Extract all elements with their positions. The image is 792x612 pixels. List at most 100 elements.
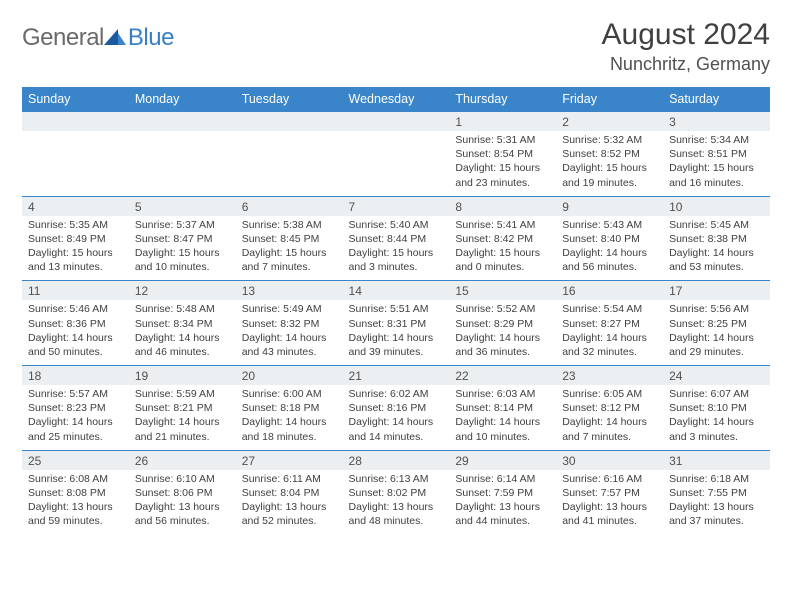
day-number: 6 [236, 196, 343, 216]
day-header: Thursday [449, 87, 556, 112]
day-number: 29 [449, 450, 556, 470]
day-cell: Sunrise: 6:00 AMSunset: 8:18 PMDaylight:… [236, 385, 343, 450]
sunrise: Sunrise: 5:38 AM [242, 218, 337, 232]
daylight: Daylight: 14 hours [349, 415, 444, 429]
sunrise: Sunrise: 6:02 AM [349, 387, 444, 401]
logo-text-general: General [22, 24, 104, 52]
day-cell [343, 131, 450, 196]
day-number: 22 [449, 366, 556, 386]
sunset: Sunset: 8:54 PM [455, 147, 550, 161]
day-cell: Sunrise: 5:57 AMSunset: 8:23 PMDaylight:… [22, 385, 129, 450]
day-cell: Sunrise: 5:41 AMSunset: 8:42 PMDaylight:… [449, 216, 556, 281]
sunset: Sunset: 8:40 PM [562, 232, 657, 246]
day-number: 15 [449, 281, 556, 301]
day-number: 17 [663, 281, 770, 301]
sunset: Sunset: 8:49 PM [28, 232, 123, 246]
day-number: 2 [556, 112, 663, 132]
daylight: Daylight: 14 hours [669, 415, 764, 429]
day-number: 12 [129, 281, 236, 301]
daylight: and 53 minutes. [669, 260, 764, 274]
day-number: 25 [22, 450, 129, 470]
day-cell: Sunrise: 6:02 AMSunset: 8:16 PMDaylight:… [343, 385, 450, 450]
content-row: Sunrise: 5:31 AMSunset: 8:54 PM Daylight:… [22, 131, 770, 196]
sunset: Sunset: 8:36 PM [28, 317, 123, 331]
day-cell: Sunrise: 5:54 AMSunset: 8:27 PMDaylight:… [556, 300, 663, 365]
sunrise: Sunrise: 5:56 AM [669, 302, 764, 316]
sunset: Sunset: 8:14 PM [455, 401, 550, 415]
day-cell: Sunrise: 5:45 AMSunset: 8:38 PMDaylight:… [663, 216, 770, 281]
daylight: Daylight: 15 hours [562, 161, 657, 175]
daylight: and 36 minutes. [455, 345, 550, 359]
daylight: and 23 minutes. [455, 176, 550, 190]
day-cell: Sunrise: 6:03 AMSunset: 8:14 PMDaylight:… [449, 385, 556, 450]
day-number: 9 [556, 196, 663, 216]
daylight: and 43 minutes. [242, 345, 337, 359]
daylight: Daylight: 14 hours [455, 415, 550, 429]
day-number [22, 112, 129, 132]
daylight: Daylight: 15 hours [135, 246, 230, 260]
daylight: and 18 minutes. [242, 430, 337, 444]
daylight: and 0 minutes. [455, 260, 550, 274]
daylight: and 29 minutes. [669, 345, 764, 359]
daylight: and 3 minutes. [669, 430, 764, 444]
day-header: Tuesday [236, 87, 343, 112]
header: General Blue August 2024 Nunchritz, Germ… [22, 18, 770, 75]
sunset: Sunset: 8:45 PM [242, 232, 337, 246]
daylight: and 32 minutes. [562, 345, 657, 359]
daylight: Daylight: 14 hours [562, 415, 657, 429]
day-number [236, 112, 343, 132]
sunrise: Sunrise: 5:34 AM [669, 133, 764, 147]
daylight: Daylight: 14 hours [242, 331, 337, 345]
day-cell [236, 131, 343, 196]
day-cell: Sunrise: 6:13 AMSunset: 8:02 PMDaylight:… [343, 470, 450, 535]
sunset: Sunset: 8:32 PM [242, 317, 337, 331]
sunrise: Sunrise: 6:13 AM [349, 472, 444, 486]
daylight: and 19 minutes. [562, 176, 657, 190]
daylight: and 59 minutes. [28, 514, 123, 528]
sunset: Sunset: 8:52 PM [562, 147, 657, 161]
sunrise: Sunrise: 6:08 AM [28, 472, 123, 486]
sunset: Sunset: 8:21 PM [135, 401, 230, 415]
daylight: and 10 minutes. [455, 430, 550, 444]
sunset: Sunset: 8:02 PM [349, 486, 444, 500]
sunrise: Sunrise: 5:49 AM [242, 302, 337, 316]
sunset: Sunset: 8:16 PM [349, 401, 444, 415]
day-number: 19 [129, 366, 236, 386]
sunset: Sunset: 8:25 PM [669, 317, 764, 331]
daylight: Daylight: 14 hours [135, 415, 230, 429]
day-number: 4 [22, 196, 129, 216]
daylight: and 44 minutes. [455, 514, 550, 528]
content-row: Sunrise: 6:08 AMSunset: 8:08 PMDaylight:… [22, 470, 770, 535]
day-number: 31 [663, 450, 770, 470]
day-cell: Sunrise: 5:48 AMSunset: 8:34 PMDaylight:… [129, 300, 236, 365]
day-cell: Sunrise: 5:56 AMSunset: 8:25 PMDaylight:… [663, 300, 770, 365]
day-cell: Sunrise: 6:14 AMSunset: 7:59 PMDaylight:… [449, 470, 556, 535]
sunset: Sunset: 8:04 PM [242, 486, 337, 500]
day-number: 26 [129, 450, 236, 470]
content-row: Sunrise: 5:35 AMSunset: 8:49 PM Daylight:… [22, 216, 770, 281]
sunset: Sunset: 8:31 PM [349, 317, 444, 331]
sunset: Sunset: 8:47 PM [135, 232, 230, 246]
sunrise: Sunrise: 5:32 AM [562, 133, 657, 147]
sunrise: Sunrise: 6:11 AM [242, 472, 337, 486]
day-number: 13 [236, 281, 343, 301]
sunrise: Sunrise: 5:35 AM [28, 218, 123, 232]
day-cell: Sunrise: 6:08 AMSunset: 8:08 PMDaylight:… [22, 470, 129, 535]
day-cell: Sunrise: 5:35 AMSunset: 8:49 PMDaylight:… [22, 216, 129, 281]
sunrise: Sunrise: 5:59 AM [135, 387, 230, 401]
daylight: and 56 minutes. [562, 260, 657, 274]
day-header: Wednesday [343, 87, 450, 112]
sunset: Sunset: 8:23 PM [28, 401, 123, 415]
day-number: 20 [236, 366, 343, 386]
sunrise: Sunrise: 5:31 AM [455, 133, 550, 147]
daylight: Daylight: 13 hours [28, 500, 123, 514]
day-cell [129, 131, 236, 196]
sunset: Sunset: 7:59 PM [455, 486, 550, 500]
daylight: Daylight: 13 hours [349, 500, 444, 514]
sunset: Sunset: 8:29 PM [455, 317, 550, 331]
day-number: 28 [343, 450, 450, 470]
sunrise: Sunrise: 6:00 AM [242, 387, 337, 401]
daylight: Daylight: 14 hours [455, 331, 550, 345]
daylight: and 7 minutes. [562, 430, 657, 444]
content-row: Sunrise: 5:57 AMSunset: 8:23 PMDaylight:… [22, 385, 770, 450]
